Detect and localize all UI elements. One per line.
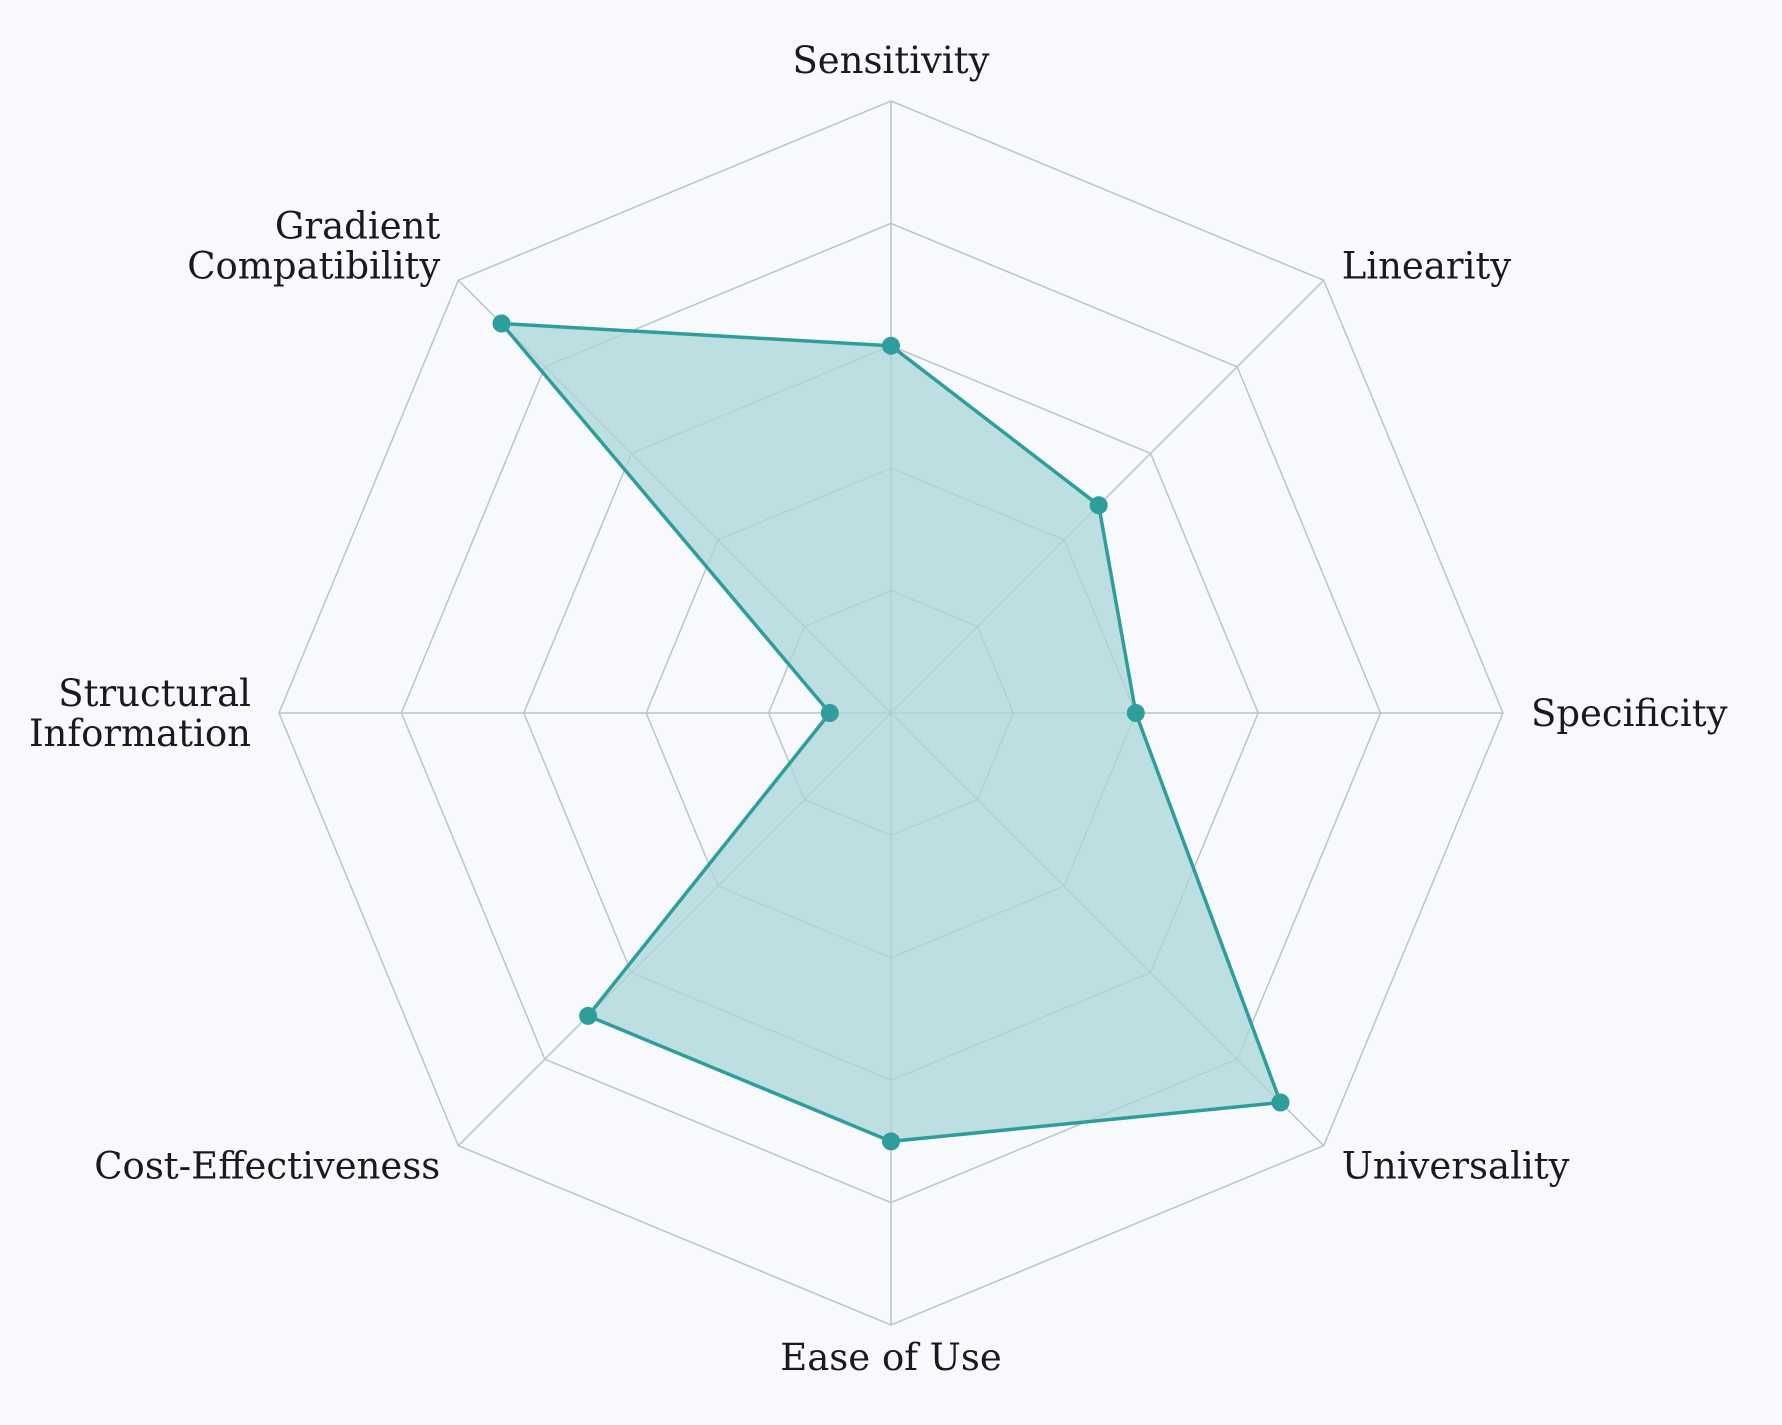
data-point-1 xyxy=(882,336,900,355)
data-point-7 xyxy=(820,704,839,722)
axis-label-2: Linearity xyxy=(1342,244,1512,287)
axis-label-line: Sensitivity xyxy=(792,39,989,82)
axis-label-line: Specificity xyxy=(1531,692,1728,735)
data-point-2 xyxy=(1089,496,1108,515)
series-layer xyxy=(278,100,1504,1326)
data-point-6 xyxy=(579,1006,598,1025)
axis-label-1: Sensitivity xyxy=(792,39,989,82)
data-point-3 xyxy=(1126,704,1145,722)
axis-label-4: Universality xyxy=(1342,1145,1570,1188)
data-point-8 xyxy=(492,314,511,333)
axis-spoke-overlay xyxy=(457,712,892,1147)
data-point-5 xyxy=(882,1132,900,1151)
axis-label-line: Cost-Effectiveness xyxy=(94,1145,440,1188)
axis-label-line: Information xyxy=(29,712,251,755)
axis-label-line: Compatibility xyxy=(187,244,440,287)
axis-label-layer: Sensitivity Linearity Specificity Universal… xyxy=(29,39,1728,1379)
axis-label-8: Gradient Compatibility xyxy=(187,204,440,287)
axis-label-line: Linearity xyxy=(1342,244,1512,287)
axis-label-line: Structural xyxy=(58,672,251,715)
axis-label-line: Ease of Use xyxy=(780,1336,1002,1379)
axis-label-7: Structural Information xyxy=(29,672,251,755)
axis-spoke-overlay xyxy=(457,279,892,714)
axis-label-3: Specificity xyxy=(1531,692,1728,735)
axis-label-6: Cost-Effectiveness xyxy=(94,1145,440,1188)
axis-spoke-overlay xyxy=(890,279,1325,714)
axis-label-5: Ease of Use xyxy=(780,1336,1002,1379)
axis-spoke-overlay xyxy=(890,712,1325,1147)
data-point-4 xyxy=(1271,1093,1290,1112)
axis-label-line: Gradient xyxy=(275,204,441,247)
axis-label-line: Universality xyxy=(1342,1145,1570,1188)
